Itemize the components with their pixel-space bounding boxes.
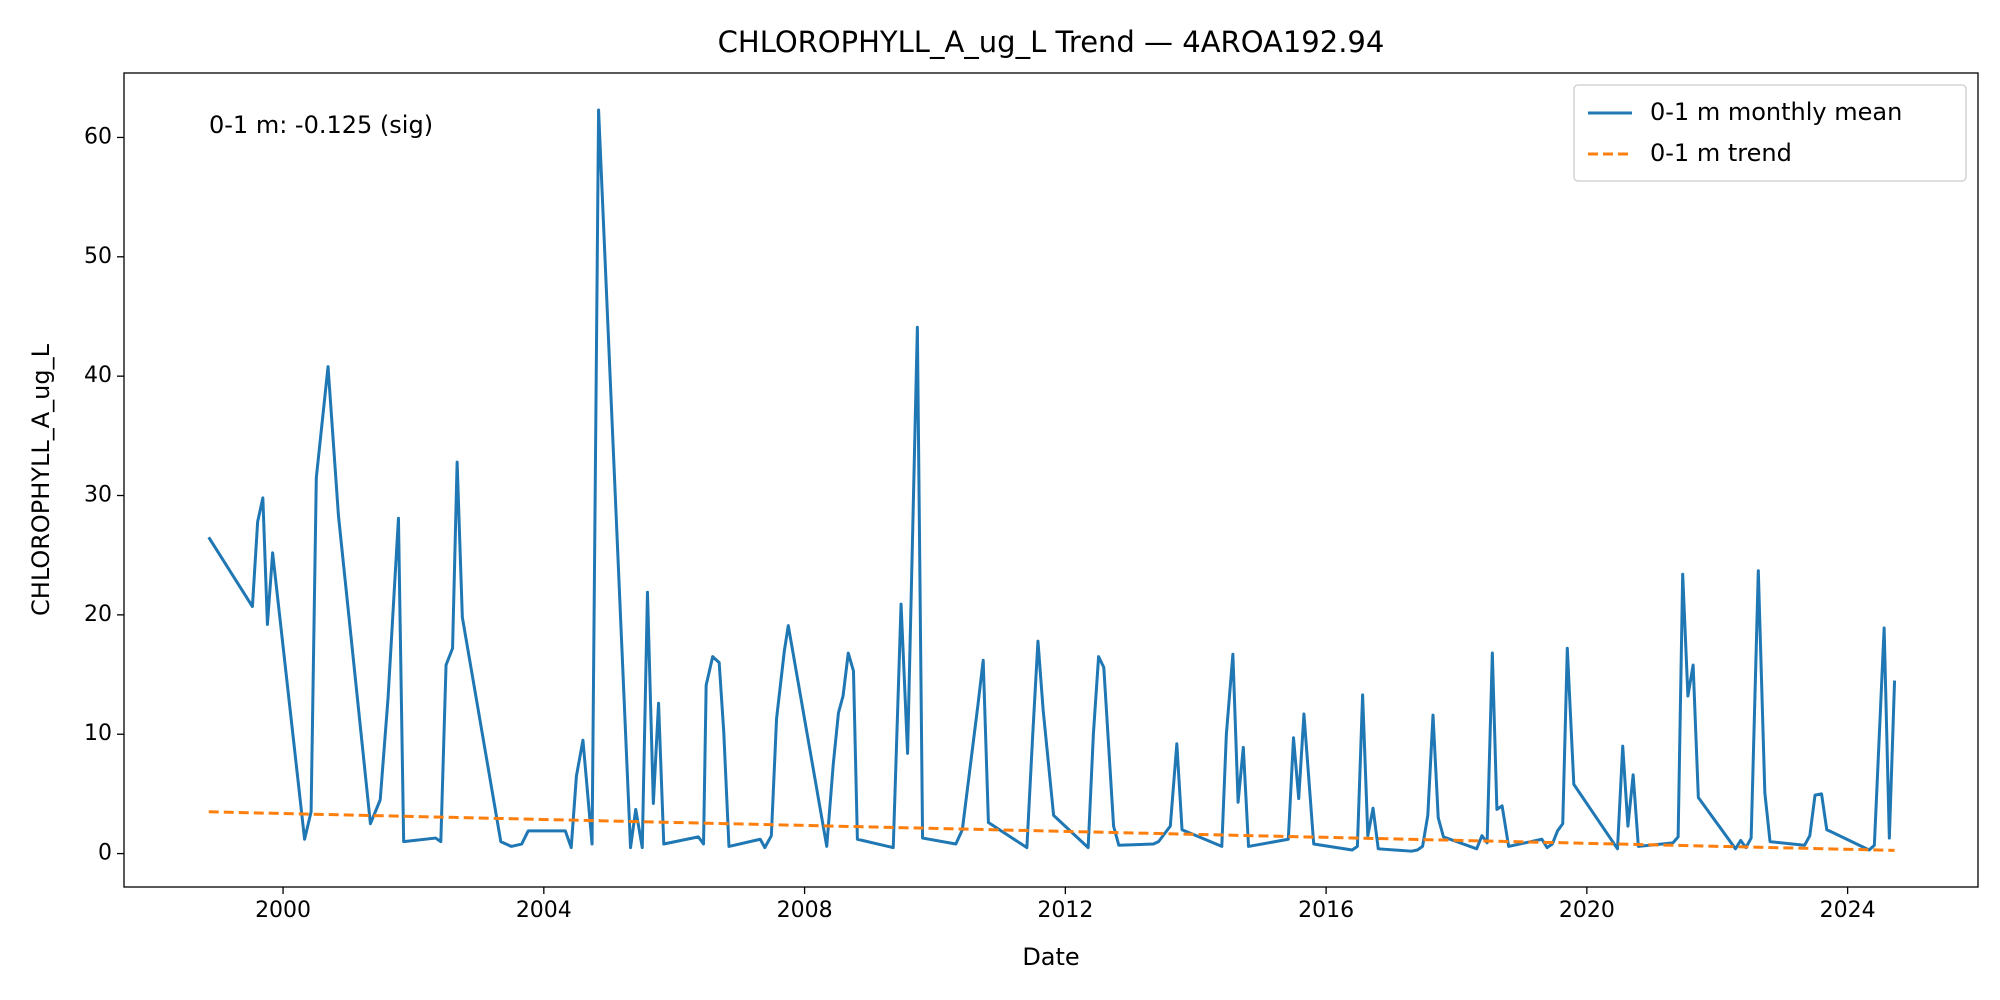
y-tick-label: 10 <box>84 721 112 746</box>
legend-label: 0-1 m trend <box>1650 139 1792 167</box>
data-line <box>208 810 1895 852</box>
x-tick-label: 2016 <box>1298 898 1354 923</box>
y-tick-label: 50 <box>84 244 112 269</box>
x-tick-label: 2024 <box>1820 898 1876 923</box>
y-axis-label: CHLOROPHYLL_A_ug_L <box>27 343 55 616</box>
x-tick-label: 2008 <box>777 898 833 923</box>
legend-box <box>1573 84 1967 182</box>
x-tick-label: 2004 <box>516 898 572 923</box>
y-tick-label: 0 <box>98 841 112 866</box>
y-tick-label: 40 <box>84 363 112 388</box>
y-tick-label: 60 <box>84 124 112 149</box>
x-tick-label: 2012 <box>1037 898 1093 923</box>
y-tick-label: 20 <box>84 602 112 627</box>
y-tick-label: 30 <box>84 483 112 508</box>
legend-label: 0-1 m monthly mean <box>1650 98 1902 126</box>
data-line <box>207 108 1897 853</box>
annotation: 0-1 m: -0.125 (sig) <box>209 111 433 139</box>
x-tick-label: 2020 <box>1559 898 1615 923</box>
x-axis-label: Date <box>1022 943 1079 971</box>
x-tick-label: 2000 <box>255 898 311 923</box>
chart-title: CHLOROPHYLL_A_ug_L Trend — 4AROA192.94 <box>718 25 1385 59</box>
plot-frame <box>123 72 1979 888</box>
